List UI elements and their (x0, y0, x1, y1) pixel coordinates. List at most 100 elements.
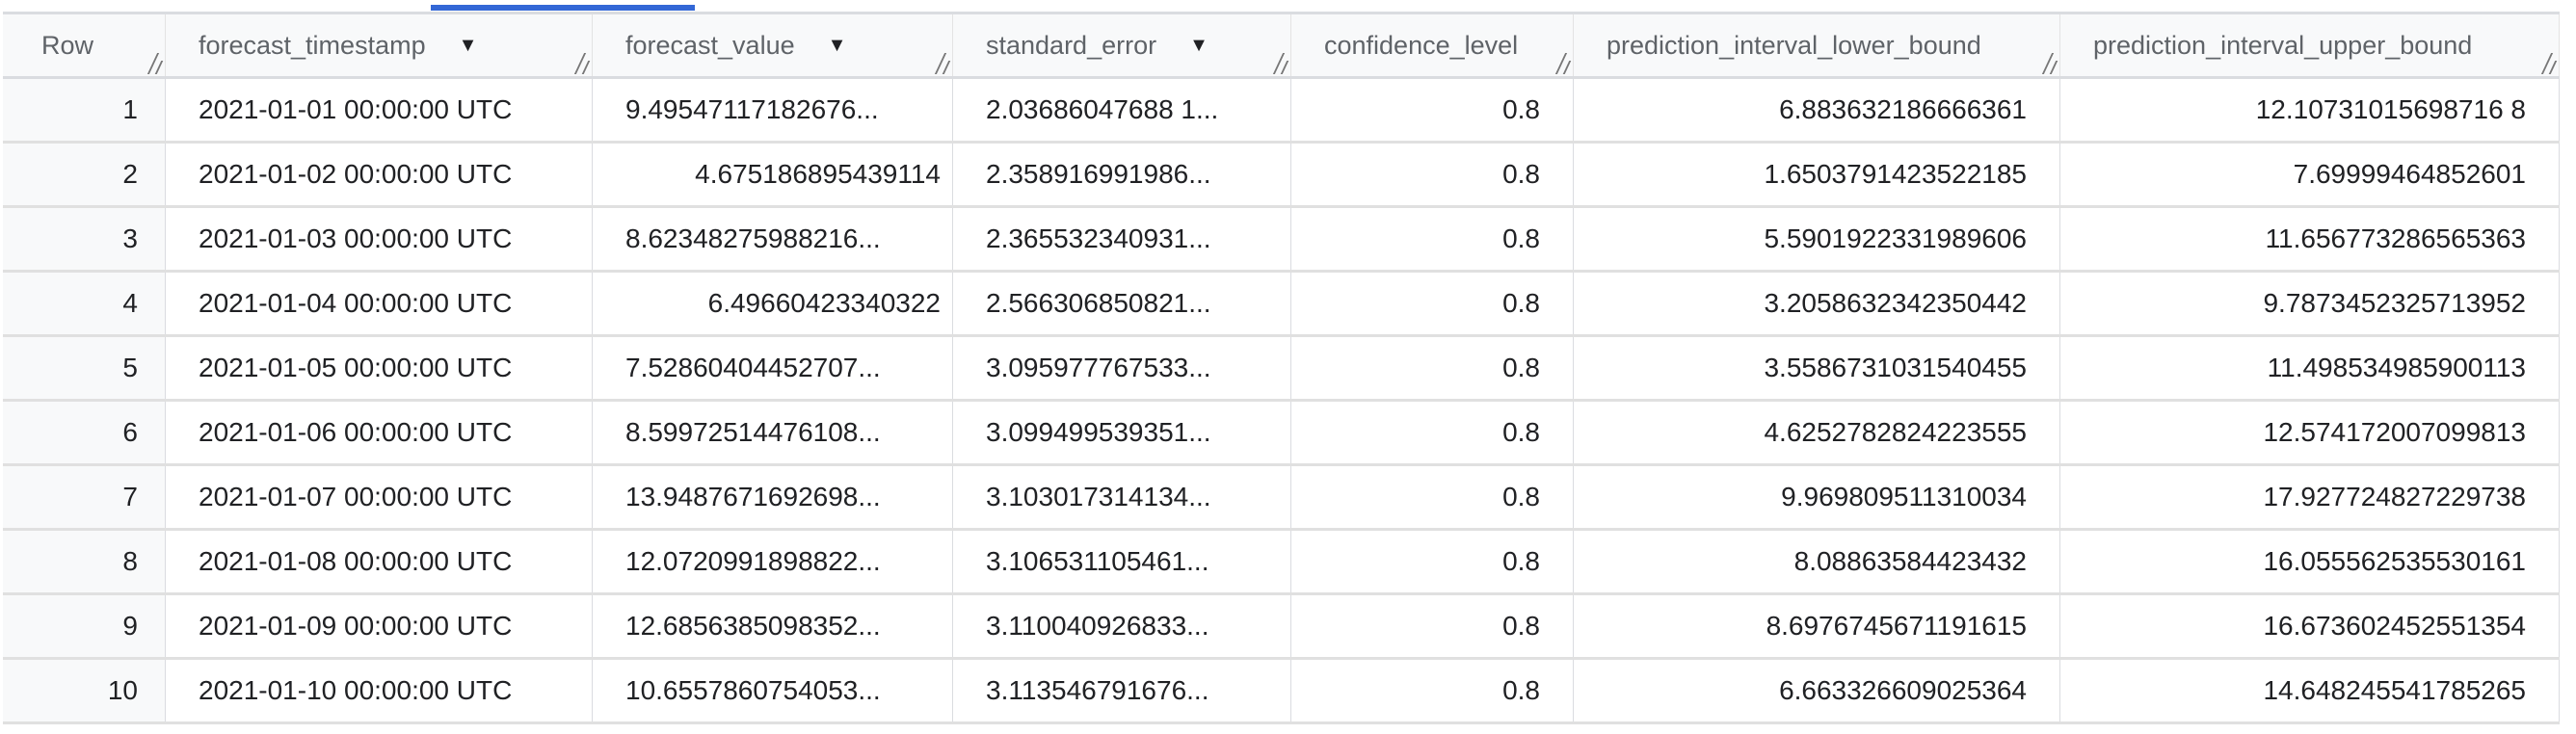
table-cell-forecast-value: 12.6856385098352... (593, 595, 953, 657)
table-cell-forecast-value: 13.9487671692698... (593, 466, 953, 528)
table-cell-prediction-interval-lower-bound: 8.08863584423432 (1574, 531, 2060, 592)
column-header-standard-error[interactable]: standard_error ▼ (953, 14, 1291, 76)
column-header-label: Row (41, 30, 94, 60)
table-cell-forecast-value: 10.6557860754053... (593, 660, 953, 721)
column-header-confidence-level[interactable]: confidence_level (1291, 14, 1574, 76)
table-cell-confidence-level: 0.8 (1291, 595, 1574, 657)
column-header-label: prediction_interval_lower_bound (1607, 30, 1981, 60)
column-header-label: forecast_timestamp (199, 30, 426, 60)
arrow-drop-down-icon[interactable]: ▼ (1189, 34, 1208, 56)
table-cell-forecast-timestamp: 2021-01-10 00:00:00 UTC (166, 660, 593, 721)
row-number: 9 (3, 595, 166, 657)
column-header-prediction-interval-lower-bound[interactable]: prediction_interval_lower_bound (1574, 14, 2060, 76)
table-cell-prediction-interval-upper-bound: 11.498534985900113 (2060, 337, 2560, 399)
table-cell-forecast-timestamp: 2021-01-02 00:00:00 UTC (166, 144, 593, 205)
table-cell-standard-error: 2.365532340931... (953, 208, 1291, 270)
table-cell-forecast-value: 8.59972514476108... (593, 402, 953, 463)
column-header-label: standard_error (986, 30, 1157, 60)
row-number: 6 (3, 402, 166, 463)
table-row[interactable]: 10 2021-01-10 00:00:00 UTC 10.655786075405… (3, 660, 2560, 724)
results-tab-bar (0, 0, 2576, 12)
table-cell-standard-error: 2.03686047688 1... (953, 79, 1291, 141)
column-resize-handle[interactable] (2044, 53, 2058, 74)
results-table: Row forecast_timestamp ▼ forecast_value ▼ sta… (3, 12, 2560, 724)
table-row[interactable]: 7 2021-01-07 00:00:00 UTC 13.9487671692698… (3, 466, 2560, 531)
row-number: 10 (3, 660, 166, 721)
table-cell-forecast-timestamp: 2021-01-07 00:00:00 UTC (166, 466, 593, 528)
row-number: 3 (3, 208, 166, 270)
table-cell-forecast-timestamp: 2021-01-01 00:00:00 UTC (166, 79, 593, 141)
table-cell-prediction-interval-lower-bound: 3.2058632342350442 (1574, 273, 2060, 334)
table-cell-standard-error: 3.110040926833... (953, 595, 1291, 657)
column-header-forecast-timestamp[interactable]: forecast_timestamp ▼ (166, 14, 593, 76)
table-cell-confidence-level: 0.8 (1291, 337, 1574, 399)
column-resize-handle[interactable] (2543, 53, 2557, 74)
table-row[interactable]: 8 2021-01-08 00:00:00 UTC 12.0720991898822… (3, 531, 2560, 595)
table-cell-forecast-value: 12.0720991898822... (593, 531, 953, 592)
table-row[interactable]: 6 2021-01-06 00:00:00 UTC 8.59972514476108… (3, 402, 2560, 466)
table-row[interactable]: 3 2021-01-03 00:00:00 UTC 8.62348275988216… (3, 208, 2560, 273)
table-cell-confidence-level: 0.8 (1291, 208, 1574, 270)
table-cell-prediction-interval-upper-bound: 17.927724827229738 (2060, 466, 2560, 528)
table-cell-confidence-level: 0.8 (1291, 79, 1574, 141)
table-row[interactable]: 9 2021-01-09 00:00:00 UTC 12.6856385098352… (3, 595, 2560, 660)
row-number: 8 (3, 531, 166, 592)
table-cell-prediction-interval-lower-bound: 8.6976745671191615 (1574, 595, 2060, 657)
table-cell-prediction-interval-lower-bound: 6.883632186666361 (1574, 79, 2060, 141)
table-cell-prediction-interval-lower-bound: 5.5901922331989606 (1574, 208, 2060, 270)
row-number: 7 (3, 466, 166, 528)
table-cell-prediction-interval-upper-bound: 16.673602452551354 (2060, 595, 2560, 657)
table-cell-prediction-interval-lower-bound: 4.6252782824223555 (1574, 402, 2060, 463)
column-header-label: confidence_level (1324, 30, 1519, 60)
table-cell-standard-error: 2.358916991986... (953, 144, 1291, 205)
table-row[interactable]: 5 2021-01-05 00:00:00 UTC 7.52860404452707… (3, 337, 2560, 402)
table-cell-prediction-interval-upper-bound: 7.69999464852601 (2060, 144, 2560, 205)
active-tab-indicator (431, 5, 695, 11)
column-header-row[interactable]: Row (3, 14, 166, 76)
table-cell-prediction-interval-lower-bound: 3.5586731031540455 (1574, 337, 2060, 399)
table-row[interactable]: 2 2021-01-02 00:00:00 UTC 4.67518689543911… (3, 144, 2560, 208)
table-cell-standard-error: 3.103017314134... (953, 466, 1291, 528)
table-cell-confidence-level: 0.8 (1291, 273, 1574, 334)
column-header-forecast-value[interactable]: forecast_value ▼ (593, 14, 953, 76)
table-cell-prediction-interval-lower-bound: 6.663326609025364 (1574, 660, 2060, 721)
table-cell-prediction-interval-upper-bound: 14.648245541785265 (2060, 660, 2560, 721)
column-header-prediction-interval-upper-bound[interactable]: prediction_interval_upper_bound (2060, 14, 2560, 76)
table-cell-confidence-level: 0.8 (1291, 144, 1574, 205)
arrow-drop-down-icon[interactable]: ▼ (458, 34, 478, 56)
table-cell-forecast-value: 8.62348275988216... (593, 208, 953, 270)
column-resize-handle[interactable] (1275, 53, 1288, 74)
table-cell-forecast-value: 4.675186895439114 (593, 144, 953, 205)
table-cell-prediction-interval-upper-bound: 12.574172007099813 (2060, 402, 2560, 463)
table-cell-forecast-timestamp: 2021-01-03 00:00:00 UTC (166, 208, 593, 270)
table-cell-forecast-timestamp: 2021-01-06 00:00:00 UTC (166, 402, 593, 463)
table-cell-forecast-timestamp: 2021-01-08 00:00:00 UTC (166, 531, 593, 592)
column-header-label: prediction_interval_upper_bound (2093, 30, 2473, 60)
table-cell-forecast-timestamp: 2021-01-05 00:00:00 UTC (166, 337, 593, 399)
table-cell-prediction-interval-lower-bound: 1.6503791423522185 (1574, 144, 2060, 205)
table-cell-forecast-value: 9.49547117182676... (593, 79, 953, 141)
row-number: 1 (3, 79, 166, 141)
arrow-drop-down-icon[interactable]: ▼ (827, 34, 847, 56)
table-cell-prediction-interval-upper-bound: 11.656773286565363 (2060, 208, 2560, 270)
table-cell-confidence-level: 0.8 (1291, 466, 1574, 528)
table-cell-standard-error: 3.095977767533... (953, 337, 1291, 399)
table-cell-standard-error: 3.106531105461... (953, 531, 1291, 592)
row-number: 4 (3, 273, 166, 334)
column-resize-handle[interactable] (576, 53, 590, 74)
table-row[interactable]: 4 2021-01-04 00:00:00 UTC 6.49660423340322… (3, 273, 2560, 337)
table-cell-standard-error: 2.566306850821... (953, 273, 1291, 334)
column-resize-handle[interactable] (1557, 53, 1571, 74)
table-cell-confidence-level: 0.8 (1291, 531, 1574, 592)
column-resize-handle[interactable] (937, 53, 950, 74)
table-cell-prediction-interval-upper-bound: 12.10731015698716 8 (2060, 79, 2560, 141)
table-cell-forecast-timestamp: 2021-01-04 00:00:00 UTC (166, 273, 593, 334)
table-cell-prediction-interval-lower-bound: 9.969809511310034 (1574, 466, 2060, 528)
column-resize-handle[interactable] (149, 53, 163, 74)
table-cell-forecast-value: 7.52860404452707... (593, 337, 953, 399)
table-cell-confidence-level: 0.8 (1291, 660, 1574, 721)
table-header: Row forecast_timestamp ▼ forecast_value ▼ sta… (3, 14, 2560, 79)
table-cell-standard-error: 3.113546791676... (953, 660, 1291, 721)
table-row[interactable]: 1 2021-01-01 00:00:00 UTC 9.49547117182676… (3, 79, 2560, 144)
table-cell-prediction-interval-upper-bound: 9.7873452325713952 (2060, 273, 2560, 334)
